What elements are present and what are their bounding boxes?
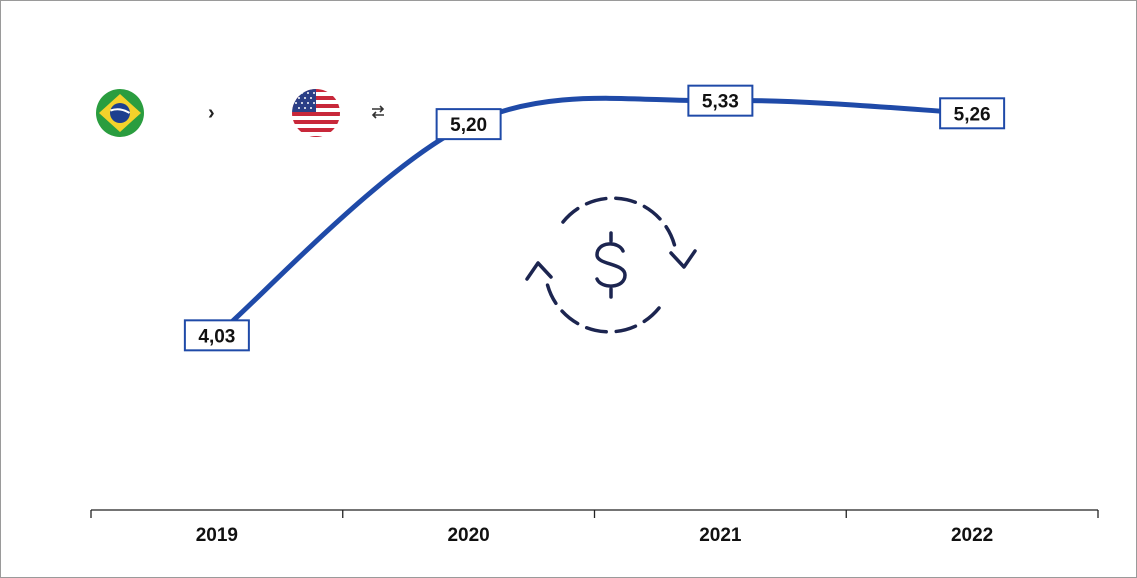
data-label-box: [183, 319, 250, 352]
swap-arrows-icon[interactable]: [369, 101, 391, 125]
brazil-flag-icon: [95, 88, 145, 143]
data-label-2021: 5,33: [687, 84, 754, 117]
dollar-exchange-icon: [525, 196, 697, 334]
x-tick-label-2021: 2021: [699, 525, 742, 546]
data-label-text: 5,20: [450, 115, 487, 136]
chevron-right-icon: ›: [208, 102, 215, 124]
data-label-box: [687, 84, 754, 117]
data-label-box: [939, 97, 1006, 130]
data-label-text: 5,33: [702, 92, 739, 113]
data-label-box: [435, 108, 502, 141]
usa-flag-icon: [291, 88, 341, 143]
data-label-2022: 5,26: [939, 97, 1006, 130]
x-axis: 2019 2020 2021 2022: [90, 509, 1099, 546]
series-line-group: [214, 95, 975, 338]
data-label-text: 5,26: [954, 104, 991, 125]
x-tick-label-2022: 2022: [951, 525, 993, 546]
data-label-text: 4,03: [198, 326, 235, 347]
x-tick-label-2019: 2019: [196, 525, 238, 546]
series-line: [214, 95, 975, 338]
x-tick-label-2020: 2020: [447, 525, 489, 546]
data-label-group: 4,03 5,20 5,33 5,26: [183, 84, 1006, 352]
data-label-2019: 4,03: [183, 319, 250, 352]
data-label-2020: 5,20: [435, 108, 502, 141]
